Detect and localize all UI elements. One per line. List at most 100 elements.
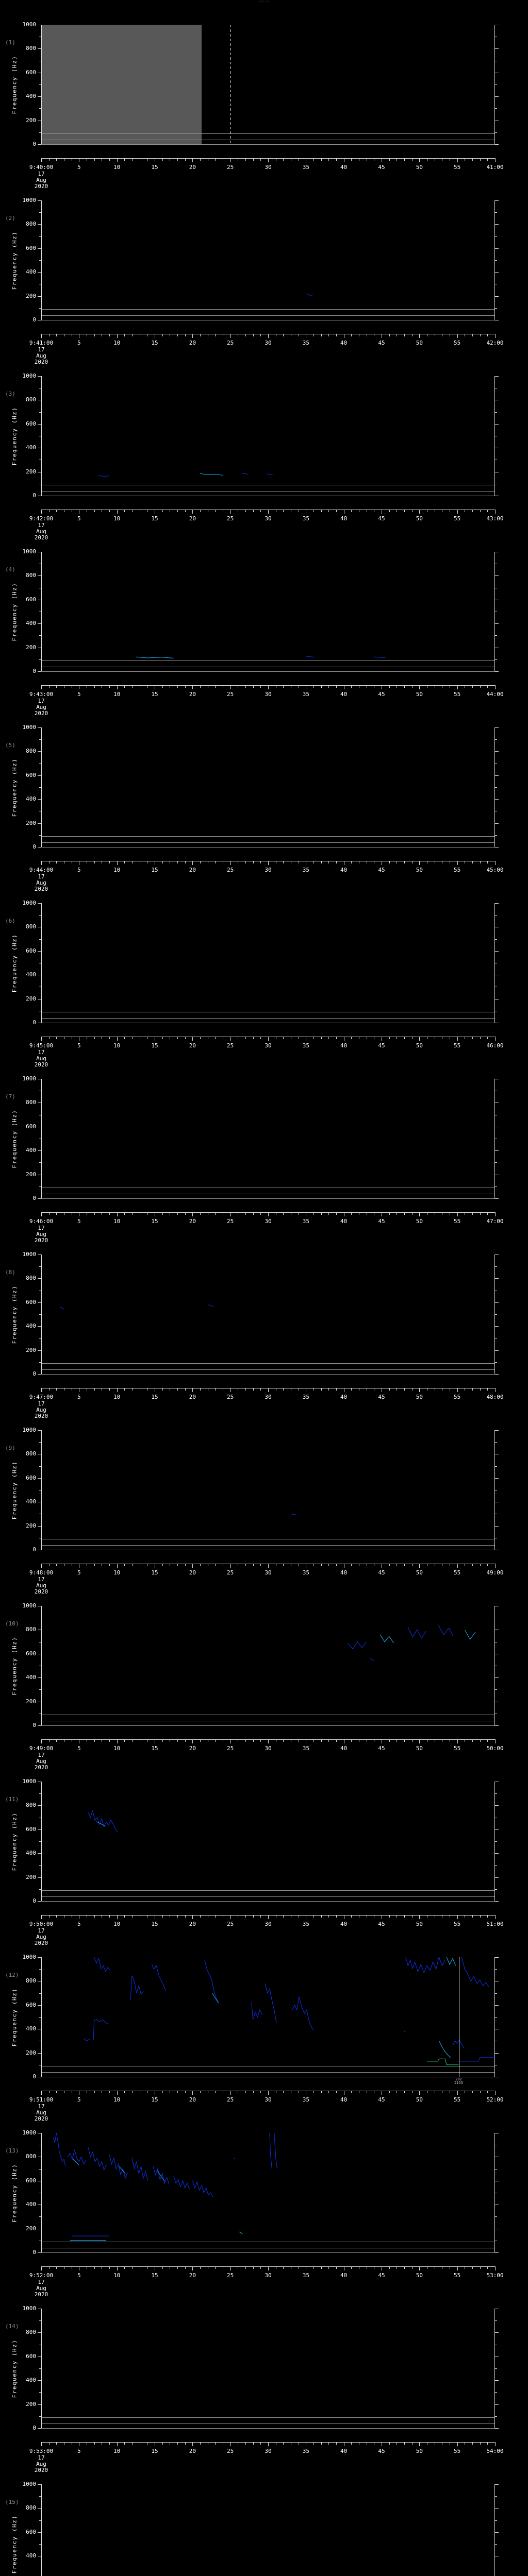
x-axis-tick-label: 5 [77, 1745, 81, 1752]
spectrogram-panel-6[interactable]: (6) Frequency (Hz) 0 200 400 600 800 1000 9:45:0… [0, 891, 528, 1068]
x-tick [192, 1212, 193, 1216]
x-tick [94, 1739, 95, 1742]
y-tick-right [495, 2380, 499, 2381]
x-tick [351, 1212, 352, 1215]
x-axis-tick-label: 25 [227, 2448, 234, 2454]
plot-left-spine [41, 200, 42, 320]
x-tick [389, 2442, 390, 2445]
x-tick [404, 510, 405, 512]
x-tick [200, 2266, 201, 2269]
spectrogram-panel-9[interactable]: (9) Frequency (Hz) 0 200 400 600 800 1000 9:48:0… [0, 1418, 528, 1595]
x-axis-tick-label: 35 [302, 340, 309, 346]
spectrogram-panel-10[interactable]: (10) Frequency (Hz) 0 200 400 600 800 1000 9:49:… [0, 1594, 528, 1771]
x-axis-tick-label: 20 [189, 2096, 196, 2103]
x-tick [230, 2091, 231, 2095]
y-tick-label: 200 [26, 292, 36, 299]
y-tick-label: 800 [26, 1626, 36, 1633]
x-tick [404, 2266, 405, 2269]
x-tick [109, 1388, 110, 1391]
x-tick [419, 861, 420, 865]
y-tick-label: 1000 [22, 197, 37, 204]
plot-left-spine [41, 376, 42, 496]
x-tick [321, 1564, 322, 1566]
x-axis-tick-label: 55 [454, 2096, 461, 2103]
spectrogram-panel-15[interactable]: (15)Frequency (Hz)020040060080010009:54:… [0, 2472, 528, 2576]
time-marker-line[interactable] [230, 25, 231, 144]
y-tick-right [495, 951, 499, 952]
y-tick-right [495, 1689, 497, 1690]
x-tick [124, 158, 125, 161]
y-axis-title-text: Frequency (Hz) [11, 1109, 18, 1168]
panel-number-label: (14) [5, 2323, 19, 2330]
y-tick-label: 1000 [22, 1602, 37, 1609]
x-tick [230, 1212, 231, 1216]
spectrogram-panel-11[interactable]: (11) Frequency (Hz) 0 200 400 600 800 1000 9:50:… [0, 1769, 528, 1946]
x-tick [200, 2091, 201, 2093]
y-tick-right [495, 1314, 497, 1315]
y-tick-label: 200 [26, 643, 36, 651]
x-tick [404, 1388, 405, 1391]
y-tick-right [495, 739, 497, 740]
x-tick [48, 158, 50, 161]
x-tick [457, 1915, 458, 1919]
y-tick-label: 200 [26, 819, 36, 826]
x-tick [321, 1388, 322, 1391]
contour-line [205, 1960, 219, 2004]
x-tick [457, 1739, 458, 1743]
plot-left-spine [41, 2484, 42, 2576]
x-tick [162, 2091, 163, 2093]
spectrogram-panel-3[interactable]: (3) Frequency (Hz) 0 200 400 600 800 1000 9:42:0… [0, 364, 528, 541]
spectrogram-panel-13[interactable]: (13) Frequency (Hz) 0 200 400 600 800 1000 9:52:… [0, 2121, 528, 2298]
spectrogram-panel-1[interactable]: (1) Frequency (Hz) 0 200 400 600 800 1000 9:40:0… [0, 12, 528, 190]
y-tick [38, 1278, 41, 1279]
x-tick [404, 2091, 405, 2093]
x-tick [41, 1388, 42, 1392]
x-axis-tick-label: 25 [227, 1218, 234, 1225]
x-tick [404, 1564, 405, 1566]
contour-traces [41, 2484, 495, 2576]
x-tick [162, 1564, 163, 1566]
spectrogram-panel-7[interactable]: (7) Frequency (Hz) 0 200 400 600 800 1000 9:46:0… [0, 1066, 528, 1244]
x-tick [351, 1915, 352, 1918]
y-tick [38, 671, 41, 672]
x-tick [321, 685, 322, 688]
spectrogram-panel-4[interactable]: (4) Frequency (Hz) 0 200 400 600 800 1000 9:43:0… [0, 539, 528, 717]
x-axis-tick-label: 35 [302, 867, 309, 873]
x-tick [245, 334, 246, 336]
x-tick [487, 1739, 488, 1742]
spectrogram-panel-5[interactable]: (5) Frequency (Hz) 0 200 400 600 800 1000 9:44:0… [0, 715, 528, 892]
plot-left-spine [41, 1957, 42, 2077]
x-tick [200, 1388, 201, 1391]
x-tick [351, 510, 352, 512]
x-tick [480, 334, 481, 336]
x-tick [48, 2266, 50, 2269]
spectrogram-panel-8[interactable]: (8) Frequency (Hz) 0 200 400 600 800 1000 9:47:0… [0, 1242, 528, 1419]
x-tick [41, 2442, 42, 2446]
spectrogram-panel-12[interactable]: (12) Frequency (Hz) 0 200 400 600 800 1000 202 2… [0, 1945, 528, 2122]
x-tick [404, 158, 405, 161]
x-tick [192, 510, 193, 514]
x-tick [192, 1915, 193, 1919]
y-axis-title-text: Frequency (Hz) [11, 758, 18, 817]
plot-right-spine [494, 1079, 495, 1198]
spectrogram-panel-14[interactable]: (14) Frequency (Hz) 0 200 400 600 800 1000 9:53:… [0, 2296, 528, 2473]
x-tick [94, 334, 95, 336]
plot-left-spine [41, 2309, 42, 2428]
spectrogram-panel-2[interactable]: (2) Frequency (Hz) 0 200 400 600 800 1000 9:41:0… [0, 188, 528, 365]
x-tick [109, 1212, 110, 1215]
